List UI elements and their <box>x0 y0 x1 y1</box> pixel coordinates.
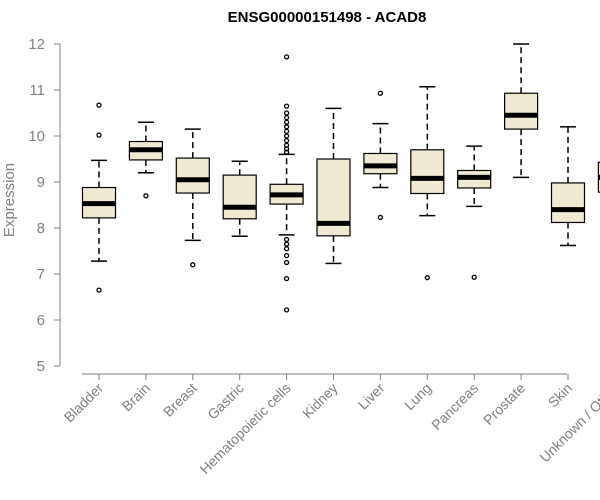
outlier-point <box>190 262 196 268</box>
x-tick-label: Pancreas <box>428 380 481 433</box>
outlier-point <box>283 146 290 152</box>
outlier-point <box>283 110 290 116</box>
outlier-point <box>283 133 290 139</box>
box-pancreas <box>457 145 492 280</box>
outlier-point <box>143 193 149 199</box>
outlier-point <box>283 252 290 259</box>
box-iqr <box>504 92 539 130</box>
outlier-point <box>96 132 102 138</box>
x-tick-label: Breast <box>160 380 200 420</box>
box-iqr <box>550 182 586 224</box>
x-tick-label: Liver <box>355 380 388 413</box>
box-hematopoietic-cells <box>269 54 304 313</box>
box-brain <box>128 121 163 199</box>
outlier-point <box>283 54 290 60</box>
outlier-point <box>96 287 102 293</box>
outlier-point <box>283 241 290 247</box>
outlier-point <box>424 275 430 281</box>
outlier-point <box>283 149 290 155</box>
box-breast <box>175 128 210 268</box>
boxes-group <box>81 43 600 313</box>
box-gastric <box>222 160 257 238</box>
box-liver <box>363 90 398 221</box>
box-iqr <box>410 149 445 195</box>
outlier-point <box>283 114 290 121</box>
box-skin <box>550 126 586 247</box>
x-tick-label: Bladder <box>61 380 107 426</box>
outlier-point <box>283 103 290 109</box>
y-ticks-group: 5 6 7 8 9 10 11 12 <box>28 36 60 375</box>
y-tick-label: 11 <box>29 82 45 99</box>
x-tick-label: Lung <box>401 380 434 413</box>
box-bladder <box>81 102 117 293</box>
x-tick-label: Brain <box>119 380 153 414</box>
box-kidney <box>316 107 351 265</box>
y-tick-label: 9 <box>37 174 45 191</box>
outlier-point <box>283 259 290 266</box>
outlier-point <box>283 246 290 252</box>
outlier-point <box>377 214 384 221</box>
x-tick-label: Skin <box>545 380 576 411</box>
outlier-point <box>96 102 102 108</box>
outlier-point <box>283 137 290 144</box>
y-tick-label: 5 <box>37 358 45 375</box>
outlier-point <box>377 90 384 96</box>
y-tick-label: 10 <box>28 128 45 145</box>
outlier-point <box>283 275 290 282</box>
y-tick-label: 12 <box>28 36 45 53</box>
x-tick-label: Gastric <box>204 380 247 423</box>
x-tick-label: Prostate <box>480 380 528 428</box>
box-iqr <box>175 157 210 194</box>
y-tick-label: 7 <box>37 266 45 283</box>
outlier-point <box>283 236 290 243</box>
box-prostate <box>504 43 539 179</box>
outlier-point <box>471 274 477 280</box>
y-tick-label: 6 <box>37 312 45 329</box>
box-lung <box>410 86 445 281</box>
outlier-point <box>283 128 290 135</box>
box-unknown-other <box>597 161 600 193</box>
outlier-point <box>283 307 290 313</box>
box-iqr <box>222 174 257 220</box>
outlier-point <box>283 124 290 130</box>
chart-title: ENSG00000151498 - ACAD8 <box>228 9 427 26</box>
x-tick-label: Kidney <box>299 380 341 422</box>
y-tick-label: 8 <box>37 220 45 237</box>
x-tick-label: Hematopoietic cells <box>197 380 294 477</box>
y-axis-title: Expression <box>1 163 18 237</box>
outlier-point <box>283 119 290 125</box>
